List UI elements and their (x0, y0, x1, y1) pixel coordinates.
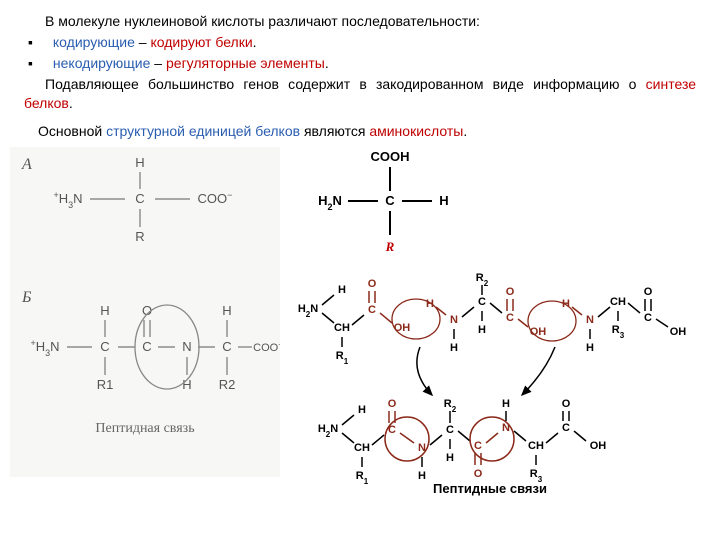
svg-text:H: H (222, 303, 231, 318)
svg-text:R3: R3 (612, 324, 625, 340)
svg-text:CH: CH (334, 322, 350, 334)
svg-text:H: H (426, 298, 434, 310)
coding-desc: кодируют белки (150, 34, 252, 50)
genes-text-a: Подавляющее большинство генов содержит в… (45, 76, 646, 92)
svg-text:H: H (446, 452, 454, 464)
left-figure: А H +H3N C COO− R Б H +H3N (10, 147, 280, 497)
svg-text:H: H (439, 193, 448, 208)
peptide-caption-right: Пептидные связи (433, 481, 547, 496)
bullet-text: некодирующие – регуляторные элементы. (49, 54, 696, 73)
svg-text:H: H (562, 298, 570, 310)
svg-text:C: C (135, 191, 144, 206)
svg-text:H: H (100, 303, 109, 318)
svg-text:H: H (135, 155, 144, 170)
svg-text:H2N: H2N (298, 303, 318, 319)
structural-unit: структурной единицей белков (106, 123, 300, 139)
svg-text:O: O (388, 398, 397, 410)
peptide-caption-left: Пептидная связь (95, 421, 194, 436)
svg-text:N: N (450, 314, 458, 326)
intro-line: В молекуле нуклеиновой кислоты различают… (24, 12, 696, 31)
svg-text:C: C (474, 440, 482, 452)
bullet-text: кодирующие – кодируют белки. (49, 33, 696, 52)
dash: – (135, 34, 151, 50)
bullet-marker: ▪ (24, 33, 49, 52)
svg-text:C: C (644, 312, 652, 324)
svg-text:O: O (368, 278, 377, 290)
svg-text:H: H (338, 284, 346, 296)
svg-text:COOH: COOH (371, 149, 410, 164)
svg-text:H: H (502, 398, 510, 410)
svg-text:R: R (135, 229, 144, 244)
svg-text:C: C (446, 424, 454, 436)
svg-text:OH: OH (590, 440, 607, 452)
noncoding-term: некодирующие (53, 55, 151, 71)
right-figure: COOH H2N C H R H2N H CH (280, 147, 710, 497)
figure-area: А H +H3N C COO− R Б H +H3N (0, 147, 720, 497)
bullet-coding: ▪ кодирующие – кодируют белки. (24, 33, 696, 52)
amino-acid-structure: COOH H2N C H R (290, 147, 490, 267)
amino-c: являются (300, 123, 369, 139)
svg-text:H2N: H2N (318, 423, 338, 439)
svg-text:C: C (100, 339, 109, 354)
bullet-noncoding: ▪ некодирующие – регуляторные элементы. (24, 54, 696, 73)
svg-text:CH: CH (354, 442, 370, 454)
svg-text:R1: R1 (356, 470, 369, 486)
bullet-marker: ▪ (24, 54, 49, 73)
amino-line: Основной структурной единицей белков явл… (24, 122, 696, 141)
svg-text:CH: CH (528, 440, 544, 452)
svg-text:O: O (644, 286, 653, 298)
period: . (253, 34, 257, 50)
svg-text:O: O (474, 468, 483, 480)
period: . (69, 95, 73, 111)
noncoding-desc: регуляторные элементы (166, 55, 325, 71)
period: . (325, 55, 329, 71)
svg-text:R2: R2 (219, 377, 236, 392)
svg-text:H: H (418, 470, 426, 482)
svg-text:C: C (562, 422, 570, 434)
genes-line: Подавляющее большинство генов содержит в… (24, 75, 696, 113)
svg-text:H: H (478, 324, 486, 336)
svg-text:N: N (586, 314, 594, 326)
svg-text:H2N: H2N (318, 193, 342, 212)
svg-text:OH: OH (394, 322, 411, 334)
svg-text:R1: R1 (97, 377, 114, 392)
svg-text:H: H (450, 342, 458, 354)
svg-text:C: C (506, 312, 514, 324)
svg-text:C: C (385, 193, 395, 208)
svg-text:COO−: COO− (253, 340, 280, 355)
svg-text:R: R (385, 239, 395, 254)
amino-acids: аминокислоты (369, 123, 463, 139)
label-b: Б (21, 289, 32, 306)
svg-text:O: O (506, 286, 515, 298)
svg-text:H: H (586, 342, 594, 354)
peptide-formation: H2N H CH R1 C O OH H N (290, 267, 690, 497)
svg-text:CH: CH (610, 296, 626, 308)
svg-text:C: C (222, 339, 231, 354)
svg-text:C: C (478, 296, 486, 308)
svg-text:R1: R1 (336, 350, 349, 366)
dash: – (150, 55, 166, 71)
period: . (463, 123, 467, 139)
amino-a: Основной (38, 123, 106, 139)
svg-text:C: C (142, 339, 151, 354)
svg-text:OH: OH (670, 326, 687, 338)
svg-text:O: O (562, 398, 571, 410)
svg-text:H: H (358, 404, 366, 416)
coding-term: кодирующие (53, 34, 135, 50)
svg-text:C: C (368, 304, 376, 316)
label-a: А (21, 156, 32, 173)
svg-text:N: N (182, 339, 191, 354)
